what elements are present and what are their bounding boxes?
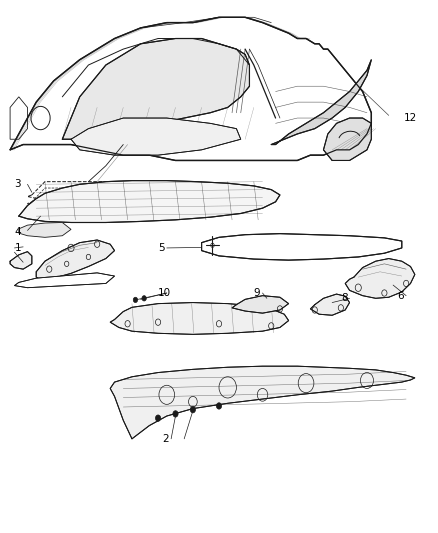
Polygon shape	[10, 17, 371, 160]
Polygon shape	[28, 182, 193, 200]
Circle shape	[133, 297, 138, 303]
Polygon shape	[311, 294, 350, 316]
Text: 3: 3	[14, 179, 21, 189]
Polygon shape	[110, 303, 289, 334]
Polygon shape	[19, 181, 280, 222]
Polygon shape	[345, 259, 415, 298]
Circle shape	[142, 296, 146, 301]
Polygon shape	[232, 296, 289, 313]
Polygon shape	[110, 366, 415, 439]
Polygon shape	[323, 118, 371, 160]
Polygon shape	[36, 240, 115, 280]
Polygon shape	[28, 188, 193, 207]
Polygon shape	[62, 38, 250, 139]
Polygon shape	[71, 118, 241, 155]
Text: 5: 5	[158, 243, 165, 253]
Polygon shape	[19, 222, 71, 237]
Polygon shape	[14, 273, 115, 288]
Text: 2: 2	[162, 434, 169, 444]
Polygon shape	[271, 60, 371, 144]
Text: 4: 4	[14, 227, 21, 237]
Circle shape	[173, 411, 178, 417]
Text: 10: 10	[158, 288, 171, 298]
Circle shape	[155, 415, 161, 421]
Polygon shape	[201, 233, 402, 260]
Circle shape	[190, 407, 195, 413]
Text: 6: 6	[397, 290, 404, 301]
Text: 8: 8	[341, 293, 347, 303]
Text: 1: 1	[14, 243, 21, 253]
Circle shape	[216, 403, 222, 409]
Text: 12: 12	[404, 113, 417, 123]
Polygon shape	[10, 252, 32, 269]
Text: 9: 9	[254, 288, 261, 298]
